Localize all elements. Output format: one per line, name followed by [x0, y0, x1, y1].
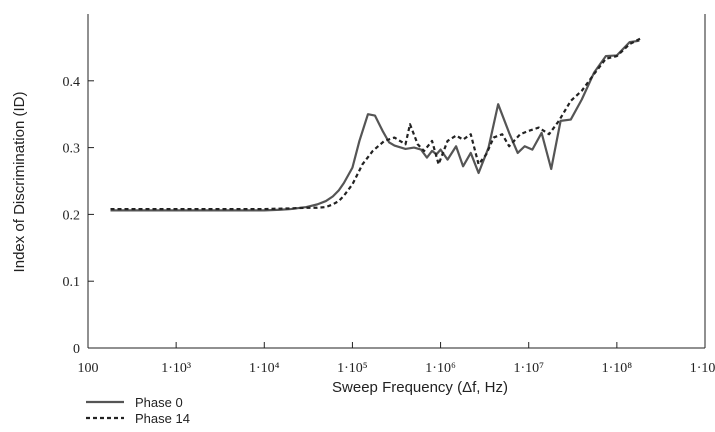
- x-tick-label: 1·10⁹: [690, 361, 715, 376]
- series-line-phase-0: [111, 41, 640, 211]
- series-lines: [111, 38, 642, 210]
- x-tick-label: 1·10⁵: [337, 361, 368, 376]
- x-tick-label: 1·10³: [161, 361, 191, 376]
- axes: 100 1·10³ 1·10⁴ 1·10⁵ 1·10⁶ 1·10⁷ 1·10⁸ 1·10⁹ 0 0…: [63, 14, 715, 376]
- x-tick-label: 1·10⁴: [249, 361, 280, 376]
- x-tick-label: 100: [78, 361, 99, 376]
- y-tick-label: 0.4: [63, 75, 81, 90]
- y-axis-label: Index of Discrimination (ID): [11, 92, 28, 273]
- axis-labels: Sweep Frequency (Δf, Hz) Index of Discri…: [11, 92, 508, 396]
- x-tick-label: 1·10⁸: [602, 361, 633, 376]
- y-tick-label: 0.3: [63, 142, 81, 157]
- x-tick-label: 1·10⁷: [513, 361, 544, 376]
- x-tick-label: 1·10⁶: [425, 361, 456, 376]
- legend-label: Phase 0: [135, 395, 183, 410]
- y-tick-label: 0.1: [63, 275, 81, 290]
- legend-label: Phase 14: [135, 411, 190, 426]
- x-axis-label: Sweep Frequency (Δf, Hz): [332, 379, 508, 396]
- y-tick-label: 0: [73, 342, 80, 357]
- y-tick-label: 0.2: [63, 208, 81, 223]
- series-line-phase-14: [111, 38, 642, 209]
